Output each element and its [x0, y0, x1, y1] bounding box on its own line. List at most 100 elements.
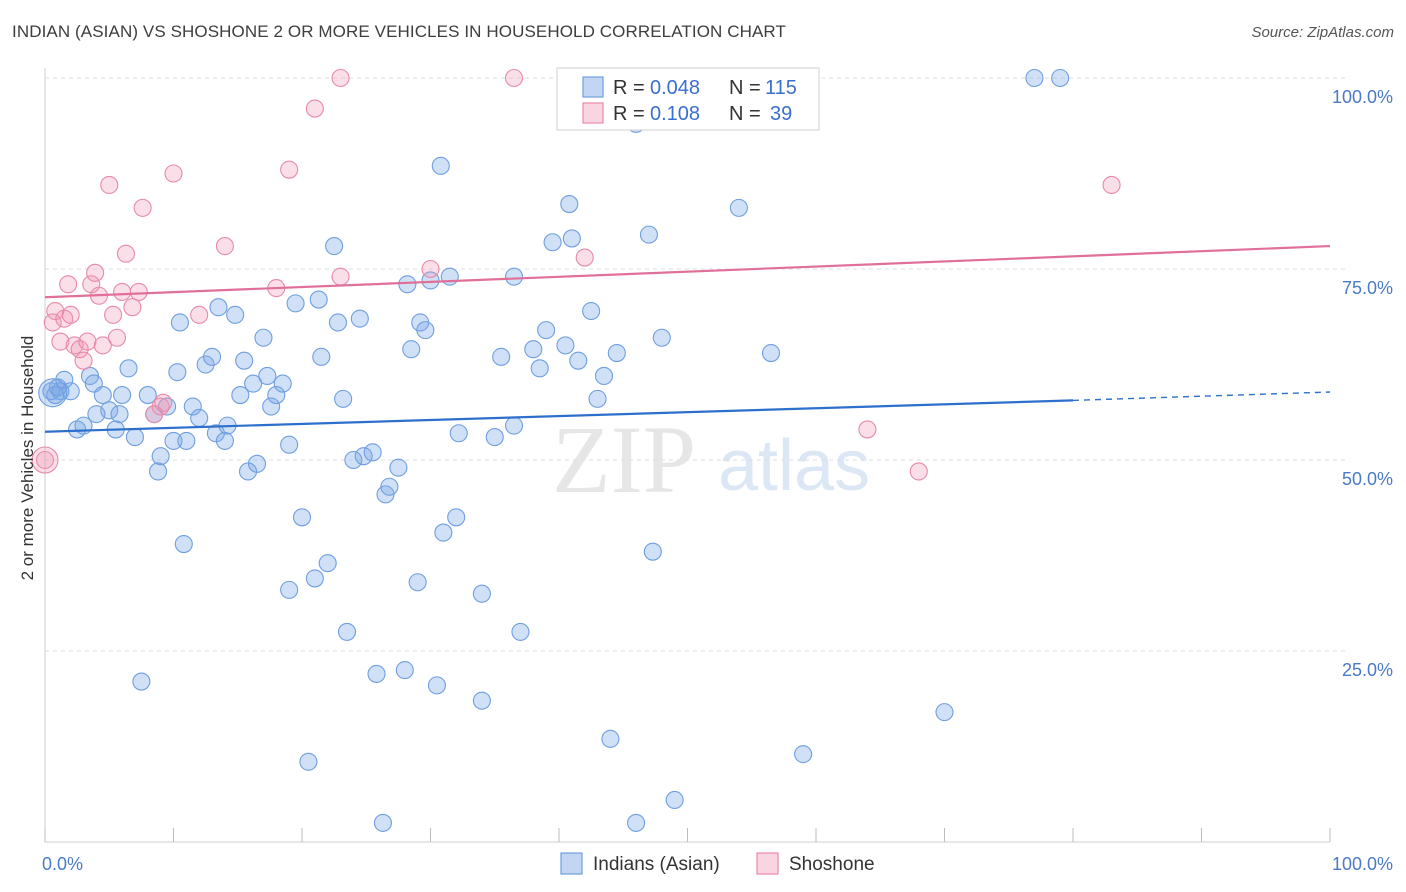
shoshone-point [190, 305, 209, 324]
indians-point [151, 447, 170, 466]
legend-swatch-pink [582, 102, 604, 124]
legend-swatch-blue [582, 76, 604, 98]
shoshone-point [35, 450, 55, 470]
indians-point [367, 664, 386, 683]
chart-title: INDIAN (ASIAN) VS SHOSHONE 2 OR MORE VEH… [12, 22, 786, 41]
indians-point [168, 363, 187, 382]
indians-point [119, 359, 138, 378]
trend-lines [44, 244, 1331, 433]
indians-point [254, 328, 273, 347]
indians-point [318, 554, 337, 573]
indians-point [652, 328, 671, 347]
indians-point [354, 447, 373, 466]
shoshone-point [164, 164, 183, 183]
indians-point [183, 397, 202, 416]
axes [44, 68, 1331, 843]
shoshone-point [113, 282, 132, 301]
indians-point [337, 622, 357, 641]
indians-point [492, 347, 511, 366]
watermark-atlas: atlas [718, 426, 870, 506]
indians-point [447, 508, 466, 527]
indians-point [258, 366, 277, 386]
indians-point [543, 233, 562, 252]
shoshone-point [129, 282, 148, 301]
bottom-legend-label-shoshone: Shoshone [789, 854, 875, 875]
indians-point [267, 386, 286, 405]
legend-r-value-1: 0.048 [650, 77, 700, 99]
indians-point [398, 275, 417, 294]
y-tick-label: 75.0% [1342, 278, 1393, 298]
indians-point [299, 752, 318, 771]
indians-point [309, 290, 328, 309]
shoshone-point [123, 298, 142, 317]
bottom-legend-label-indians: Indians (Asian) [593, 854, 720, 875]
indians-point [125, 428, 144, 447]
indians-point [511, 622, 530, 641]
indians-point [665, 790, 684, 810]
indians-point [504, 416, 524, 435]
indians-point [110, 405, 129, 424]
indians-point [149, 462, 168, 481]
series-indians-points [38, 68, 1070, 832]
indians-point [273, 374, 292, 393]
indians-point [588, 389, 607, 408]
indians-point [434, 523, 453, 542]
indians-point [472, 584, 491, 603]
indians-point [209, 298, 228, 317]
shoshone-point [280, 160, 299, 179]
indians-point [325, 237, 344, 256]
indians-point [170, 313, 189, 332]
series-legend: Indians (Asian) Shoshone [560, 852, 875, 875]
legend-n-value-2: 39 [770, 103, 792, 125]
indians-point [138, 386, 157, 405]
indians-point [190, 408, 209, 428]
indians-point [416, 321, 435, 340]
x-tick-label-start: 0.0% [42, 854, 83, 874]
indians-point [226, 305, 245, 324]
legend-n-label-2: N = [729, 103, 761, 125]
indians-point [363, 443, 382, 462]
indians-point [582, 301, 601, 321]
indians-point [132, 672, 151, 691]
indians-point [373, 813, 393, 832]
indians-point [569, 351, 588, 370]
indians-point [262, 397, 281, 416]
y-tick-label: 25.0% [1342, 660, 1393, 680]
legend-r-label-1: R = [613, 77, 645, 99]
indians-point [761, 343, 781, 363]
shoshone-point [100, 175, 119, 195]
shoshone-point [70, 340, 89, 359]
shoshone-point [305, 99, 324, 118]
indians-point [440, 267, 459, 286]
y-tick-labels: 100.0% 75.0% 50.0% 25.0% [1332, 87, 1393, 680]
y-axis-label: 2 or more Vehicles in Household [18, 336, 37, 581]
indians-point [431, 156, 450, 175]
indians-point [334, 389, 353, 408]
indians-point [344, 450, 363, 470]
indians-point [231, 386, 250, 405]
shoshone-point [215, 237, 234, 256]
indians-point [601, 729, 620, 748]
indians-point [524, 340, 543, 359]
indians-point [594, 366, 614, 386]
indians-point [286, 294, 305, 313]
indians-point [280, 435, 299, 454]
x-tick-label-end: 100.0% [1332, 854, 1393, 874]
indians-point [537, 321, 556, 340]
indians-point [472, 691, 491, 710]
indians-point [562, 229, 581, 248]
indians-point [292, 508, 312, 527]
indians-point [312, 347, 331, 366]
indians-point [427, 676, 446, 695]
shoshone-point [78, 332, 97, 351]
indians-point-large [38, 378, 68, 408]
indians-point [639, 225, 659, 244]
indians-point [402, 340, 421, 359]
shoshone-point [575, 248, 594, 267]
indians-point [1025, 68, 1044, 88]
indians-point [215, 431, 234, 450]
shoshone-point [858, 420, 877, 439]
trend-line-shoshone [44, 244, 1331, 299]
y-tick-label: 100.0% [1332, 87, 1393, 107]
